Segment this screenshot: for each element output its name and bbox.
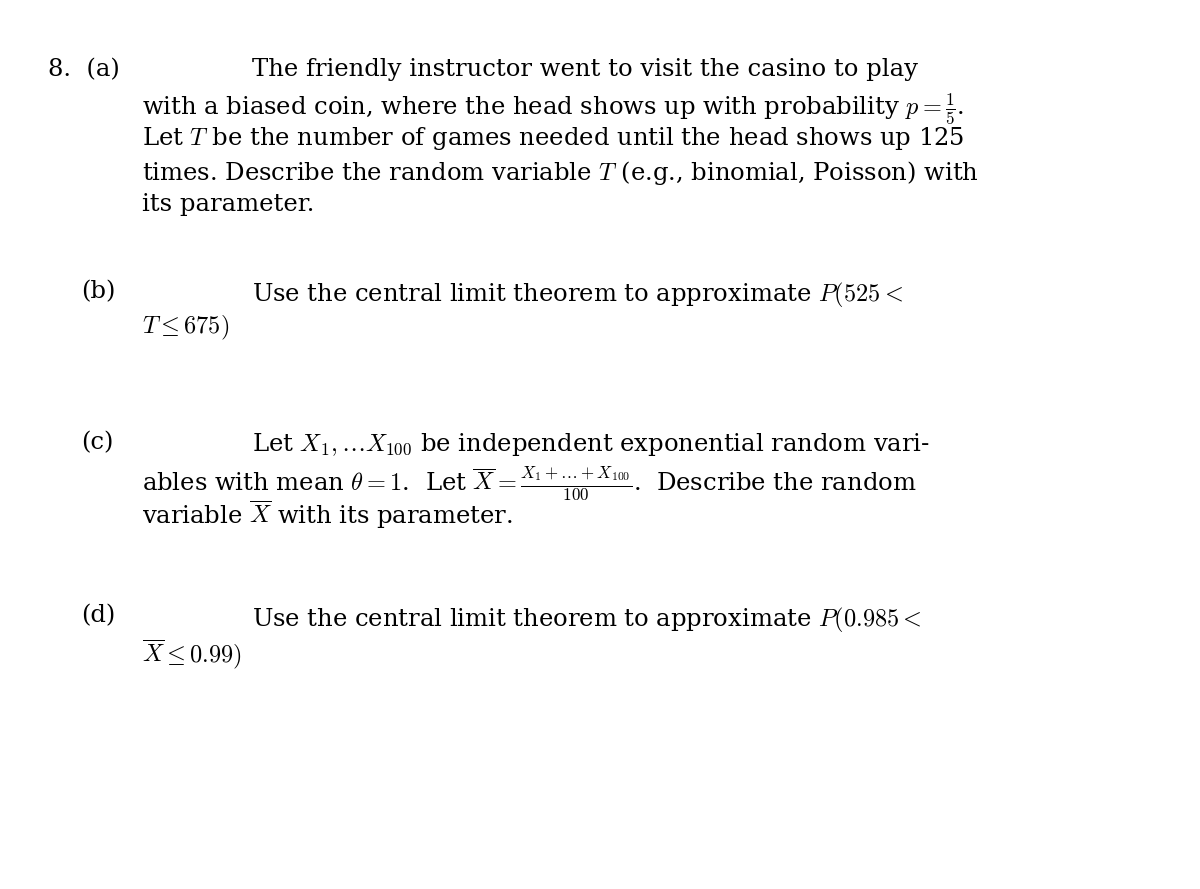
Text: Use the central limit theorem to approximate $P(525 <$: Use the central limit theorem to approxi… <box>252 280 902 309</box>
Text: times. Describe the random variable $T$ (e.g., binomial, Poisson) with: times. Describe the random variable $T$ … <box>142 159 978 187</box>
Text: Let $X_1, \ldots X_{100}$ be independent exponential random vari-: Let $X_1, \ldots X_{100}$ be independent… <box>252 431 930 458</box>
Text: (b): (b) <box>82 280 116 303</box>
Text: Let $T$ be the number of games needed until the head shows up 125: Let $T$ be the number of games needed un… <box>142 125 964 152</box>
Text: Use the central limit theorem to approximate $P(0.985 <$: Use the central limit theorem to approxi… <box>252 605 922 634</box>
Text: (d): (d) <box>82 605 116 628</box>
Text: The friendly instructor went to visit the casino to play: The friendly instructor went to visit th… <box>252 58 918 81</box>
Text: variable $\overline{X}$ with its parameter.: variable $\overline{X}$ with its paramet… <box>142 499 512 531</box>
Text: with a biased coin, where the head shows up with probability $p = \frac{1}{5}$.: with a biased coin, where the head shows… <box>142 92 964 126</box>
Text: $T \leq 675)$: $T \leq 675)$ <box>142 314 229 342</box>
Text: its parameter.: its parameter. <box>142 193 314 216</box>
Text: (c): (c) <box>82 431 114 454</box>
Text: 8.  (a): 8. (a) <box>48 58 120 81</box>
Text: ables with mean $\theta = 1$.  Let $\overline{X} = \frac{X_1+\ldots+X_{100}}{100: ables with mean $\theta = 1$. Let $\over… <box>142 465 916 503</box>
Text: $\overline{X} \leq 0.99)$: $\overline{X} \leq 0.99)$ <box>142 638 241 671</box>
